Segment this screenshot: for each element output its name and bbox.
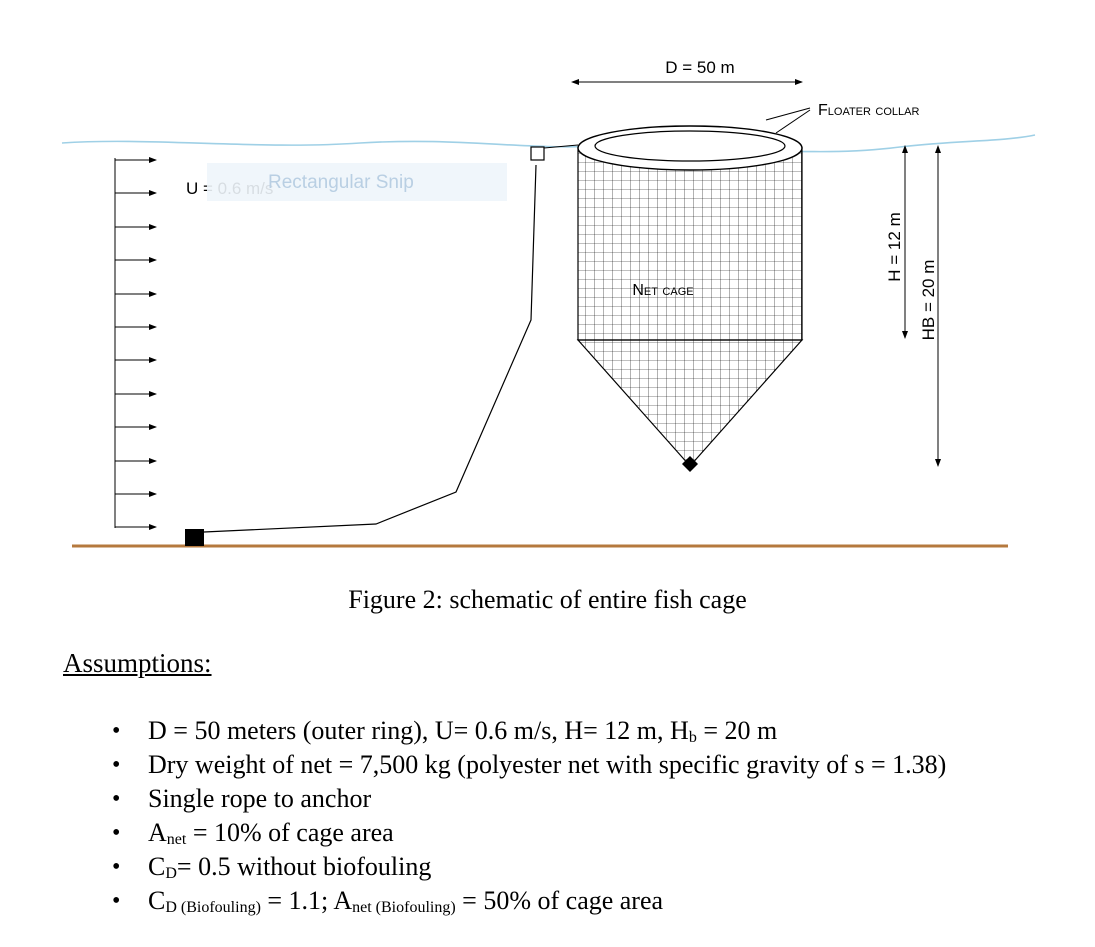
net-weight <box>682 456 698 472</box>
net-cage-label: Net cage <box>632 282 693 299</box>
figure-caption: Figure 2: schematic of entire fish cage <box>348 585 747 614</box>
snip-overlay-box <box>207 163 507 201</box>
list-item: Single rope to anchor <box>112 782 946 816</box>
floater-collar <box>577 125 803 171</box>
net-cage <box>576 147 804 472</box>
list-item: CD= 0.5 without biofouling <box>112 850 946 884</box>
fish-cage-diagram: D = 50 m Floater collar U = 0.6 m/s Net … <box>61 58 1036 548</box>
net-height-label: H = 12 m <box>885 212 904 281</box>
mooring-buoy <box>530 146 545 161</box>
bottom-height-label: HB = 20 m <box>919 260 938 341</box>
snip-overlay-text: Rectangular Snip <box>268 172 414 193</box>
buoy-line <box>543 144 579 149</box>
list-item: Anet = 10% of cage area <box>112 816 946 850</box>
assumptions-list: D = 50 meters (outer ring), U= 0.6 m/s, … <box>112 714 946 918</box>
list-item: Dry weight of net = 7,500 kg (polyester … <box>112 748 946 782</box>
mooring-rope <box>203 164 537 533</box>
list-item: D = 50 meters (outer ring), U= 0.6 m/s, … <box>112 714 946 748</box>
collar-leader-outer <box>765 107 811 121</box>
water-surface <box>61 134 1036 153</box>
diameter-label: D = 50 m <box>665 58 734 77</box>
anchor-block <box>185 529 204 546</box>
collar-label: Floater collar <box>818 102 919 119</box>
assumptions-heading: Assumptions: <box>63 648 212 678</box>
collar-leader-inner <box>775 109 811 134</box>
list-item: CD (Biofouling) = 1.1; Anet (Biofouling)… <box>112 884 946 918</box>
current-profile <box>114 157 157 530</box>
